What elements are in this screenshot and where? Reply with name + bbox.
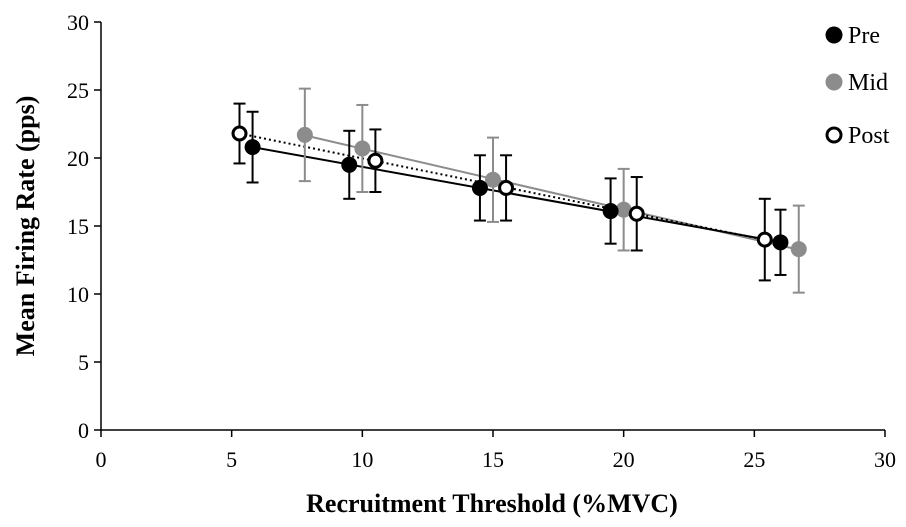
axes xyxy=(100,22,885,431)
data-point-pre xyxy=(602,203,619,220)
y-tick-label: 25 xyxy=(67,78,89,103)
y-tick-label: 20 xyxy=(67,146,89,171)
data-point-post xyxy=(756,231,773,248)
legend: Pre Mid Post xyxy=(825,23,890,149)
data-point-mid xyxy=(790,241,807,258)
y-tick-label: 10 xyxy=(67,282,89,307)
legend-marker-pre xyxy=(825,26,843,44)
x-axis-ticks: 0 5 10 15 20 25 30 xyxy=(96,430,896,472)
x-tick-label: 25 xyxy=(743,447,765,472)
y-axis-title: Mean Firing Rate (pps) xyxy=(11,96,40,357)
legend-label-post: Post xyxy=(848,123,890,149)
trend-line-pre xyxy=(252,146,781,244)
x-tick-label: 0 xyxy=(96,447,107,472)
data-point-pre xyxy=(471,179,488,196)
y-tick-label: 5 xyxy=(78,350,89,375)
y-tick-label: 0 xyxy=(78,418,89,443)
y-axis-ticks: 0 5 10 15 20 25 30 xyxy=(67,10,101,443)
data-point-mid xyxy=(354,140,371,157)
data-point-post xyxy=(367,152,384,169)
data-point-post xyxy=(231,125,248,142)
data-point-pre xyxy=(341,156,358,173)
series-mid xyxy=(296,87,807,294)
data-point-pre xyxy=(772,234,789,251)
series-post xyxy=(231,102,773,282)
data-point-mid xyxy=(485,171,501,188)
data-point-mid xyxy=(615,201,632,218)
y-tick-label: 30 xyxy=(67,10,89,35)
series-pre xyxy=(244,110,789,276)
data-point-post xyxy=(498,179,515,196)
x-tick-label: 20 xyxy=(613,447,635,472)
legend-label-mid: Mid xyxy=(848,70,888,96)
x-tick-label: 10 xyxy=(351,447,373,472)
data-point-mid xyxy=(296,126,313,143)
legend-marker-post xyxy=(825,126,843,144)
x-axis-title: Recruitment Threshold (%MVC) xyxy=(306,489,678,518)
x-tick-label: 30 xyxy=(874,447,896,472)
x-tick-label: 15 xyxy=(482,447,504,472)
legend-marker-mid xyxy=(825,73,843,91)
trend-line-post xyxy=(239,132,765,241)
data-point-post xyxy=(628,205,645,222)
data-point-pre xyxy=(244,139,261,156)
legend-label-pre: Pre xyxy=(848,23,880,49)
series-layer xyxy=(231,87,807,294)
y-tick-label: 15 xyxy=(67,214,89,239)
x-tick-label: 5 xyxy=(226,447,237,472)
